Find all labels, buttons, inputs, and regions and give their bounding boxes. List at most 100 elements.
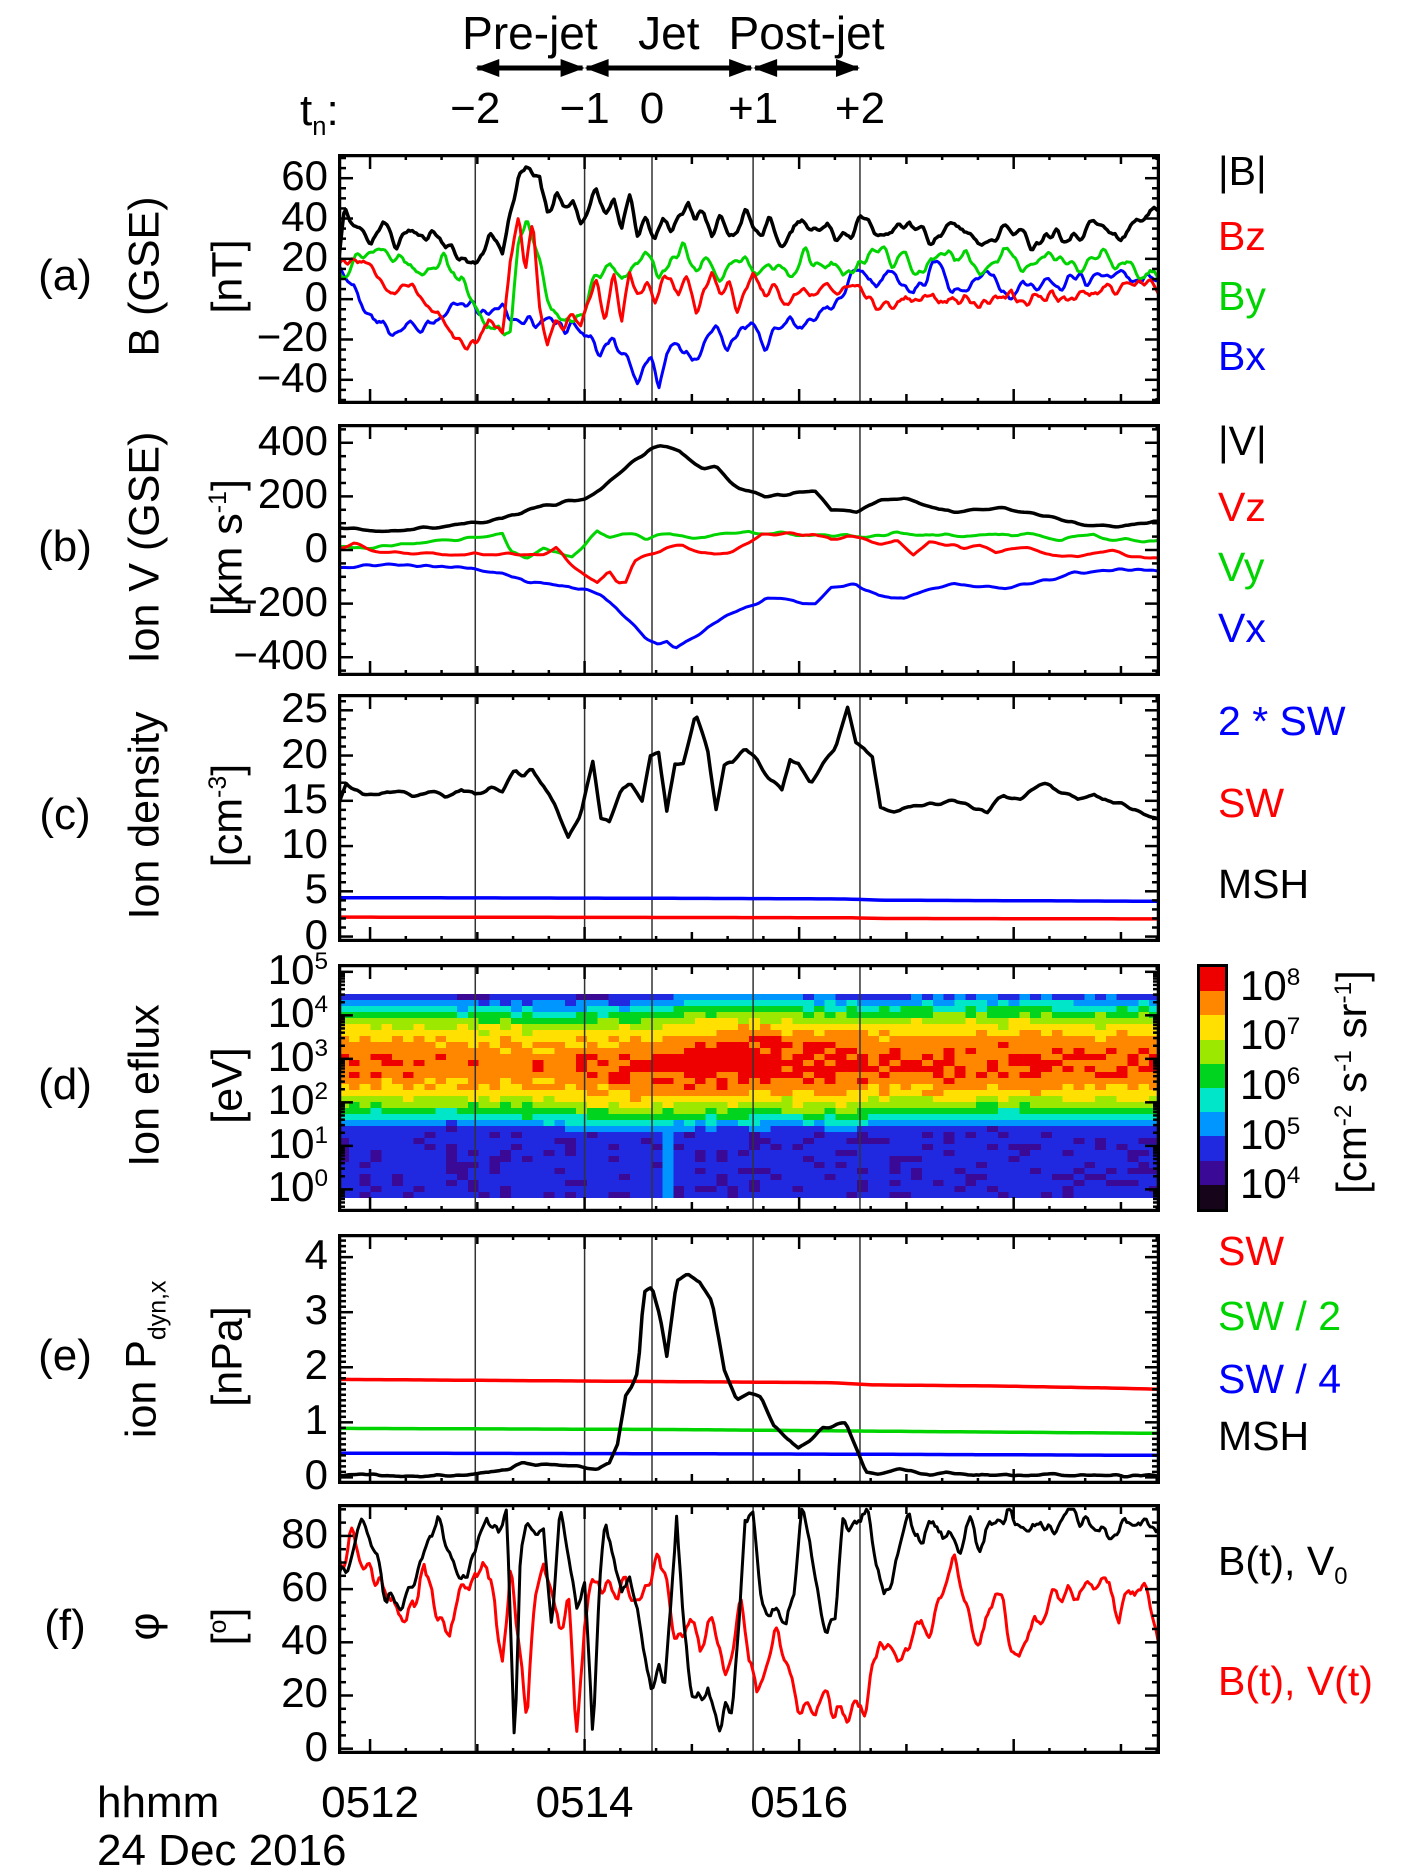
series-B(t), V_{0} bbox=[338, 1507, 1160, 1735]
panel-letter-b: (b) bbox=[38, 522, 92, 571]
xtick-label: 0514 bbox=[535, 1778, 634, 1827]
legend-SW-4: SW / 4 bbox=[1218, 1355, 1342, 1402]
panel-border bbox=[338, 154, 1160, 404]
legend-SW-2: SW / 2 bbox=[1218, 1293, 1342, 1339]
panel-a-plot bbox=[338, 154, 1160, 404]
legend--B-: |B| bbox=[1218, 148, 1267, 194]
ytick-label: 2 bbox=[304, 1341, 328, 1389]
series-MSH bbox=[338, 1272, 1160, 1479]
legend-MSH: MSH bbox=[1218, 1413, 1310, 1459]
legend-SW: SW bbox=[1218, 1228, 1285, 1274]
colorbar-segment bbox=[1200, 1039, 1225, 1065]
ytick-label: 103 bbox=[267, 1032, 328, 1080]
panel-f-plot bbox=[338, 1504, 1160, 1754]
ytick-label: −20 bbox=[256, 313, 328, 361]
ytick-label: 0 bbox=[304, 524, 328, 571]
ytick-label: 400 bbox=[257, 416, 328, 464]
series-B(t), V(t) bbox=[338, 1526, 1160, 1733]
ytick-label: 4 bbox=[304, 1231, 328, 1279]
ytick-label: −400 bbox=[233, 631, 328, 679]
ytick-label: 105 bbox=[267, 945, 328, 993]
series-Vz bbox=[338, 531, 1160, 585]
series-Bz bbox=[338, 217, 1160, 351]
ytick-label: 0 bbox=[304, 1451, 328, 1499]
ytick-label: 100 bbox=[267, 1163, 328, 1211]
ytick-label: 3 bbox=[304, 1286, 328, 1334]
panel-border bbox=[338, 694, 1160, 942]
colorbar-segment bbox=[1200, 1063, 1225, 1089]
panel-e-plot bbox=[338, 1234, 1160, 1484]
panel-border bbox=[338, 1234, 1160, 1484]
legend-SW: SW bbox=[1218, 779, 1285, 826]
series-SW / 2 bbox=[338, 1426, 1160, 1436]
legend-B-t-V-0-: B(t), V0 bbox=[1218, 1538, 1348, 1591]
tn-tick-label: −1 bbox=[559, 84, 610, 133]
legend-MSH: MSH bbox=[1218, 861, 1310, 908]
panel-border bbox=[338, 424, 1160, 676]
ytick-label: −40 bbox=[256, 353, 328, 401]
panel-letter-c: (c) bbox=[39, 790, 91, 839]
legend-Vz: Vz bbox=[1218, 483, 1266, 530]
panel-ylabel-f: φ bbox=[120, 1612, 169, 1641]
series-Vy bbox=[338, 529, 1160, 560]
series-Vx bbox=[338, 562, 1160, 650]
legend--V-: |V| bbox=[1218, 418, 1267, 465]
series-|V| bbox=[338, 444, 1160, 534]
phase-arrows bbox=[475, 59, 860, 77]
ytick-label: 15 bbox=[281, 774, 328, 822]
series-2 * SW bbox=[338, 895, 1160, 904]
legend-Bx: Bx bbox=[1218, 333, 1266, 379]
panel-ylabel-c: Ion density bbox=[120, 711, 169, 920]
phase-label-jet: Jet bbox=[638, 7, 700, 59]
colorbar-tick-label: 108 bbox=[1240, 961, 1301, 1009]
panel-ylabel-d: Ion eflux bbox=[120, 1004, 169, 1167]
panel-ylabel-a: B (GSE) bbox=[120, 196, 169, 357]
series-SW bbox=[338, 1377, 1160, 1392]
ytick-label: 104 bbox=[267, 989, 328, 1037]
panel-border bbox=[338, 1504, 1160, 1754]
panel-d-plot bbox=[338, 964, 1160, 1212]
ytick-label: 101 bbox=[267, 1119, 328, 1167]
ytick-label: 0 bbox=[304, 1722, 328, 1770]
tn-tick-label: +2 bbox=[834, 84, 886, 133]
panel-c-plot bbox=[338, 694, 1160, 942]
legend-Bz: Bz bbox=[1218, 213, 1266, 259]
colorbar-segment bbox=[1200, 1088, 1225, 1113]
ytick-label: 60 bbox=[281, 152, 328, 200]
legend-Vy: Vy bbox=[1218, 544, 1265, 591]
colorbar-segment bbox=[1200, 1160, 1225, 1186]
series-MSH bbox=[338, 705, 1160, 839]
colorbar-tick-label: 107 bbox=[1240, 1011, 1301, 1059]
ytick-label: 0 bbox=[304, 910, 328, 958]
time-format-label: hhmm bbox=[97, 1778, 220, 1827]
ytick-label: 1 bbox=[304, 1396, 328, 1444]
ytick-label: 40 bbox=[281, 1616, 328, 1664]
colorbar-unit: [cm-2 s-1 sr-1] bbox=[1328, 970, 1375, 1194]
ytick-label: 20 bbox=[281, 232, 328, 280]
ytick-label: 102 bbox=[267, 1076, 328, 1124]
tn-axis-label: tn: bbox=[300, 86, 339, 141]
panel-border bbox=[338, 964, 1160, 1212]
ytick-label: 40 bbox=[281, 192, 328, 240]
tn-tick-label: +1 bbox=[728, 84, 779, 133]
colorbar-segment bbox=[1200, 991, 1225, 1016]
tn-tick-label: 0 bbox=[639, 84, 665, 133]
legend-B-t-V-t-: B(t), V(t) bbox=[1218, 1658, 1373, 1704]
ytick-label: 60 bbox=[281, 1563, 328, 1611]
colorbar-segment bbox=[1200, 1184, 1225, 1210]
xtick-label: 0516 bbox=[750, 1778, 849, 1827]
ytick-label: 5 bbox=[304, 865, 328, 913]
colorbar-segment bbox=[1200, 967, 1225, 992]
tn-tick-label: −2 bbox=[450, 84, 501, 133]
ytick-label: 80 bbox=[281, 1509, 328, 1557]
legend-2-SW: 2 * SW bbox=[1218, 697, 1346, 744]
panel-b-plot bbox=[338, 424, 1160, 676]
ytick-label: 200 bbox=[257, 470, 328, 518]
colorbar-segment bbox=[1200, 1112, 1225, 1137]
panel-ylabel-e: ion Pdyn,x bbox=[117, 1280, 172, 1439]
series-SW / 4 bbox=[338, 1451, 1160, 1458]
series-By bbox=[338, 220, 1160, 337]
series-|B| bbox=[338, 165, 1160, 267]
legend-By: By bbox=[1218, 273, 1266, 319]
